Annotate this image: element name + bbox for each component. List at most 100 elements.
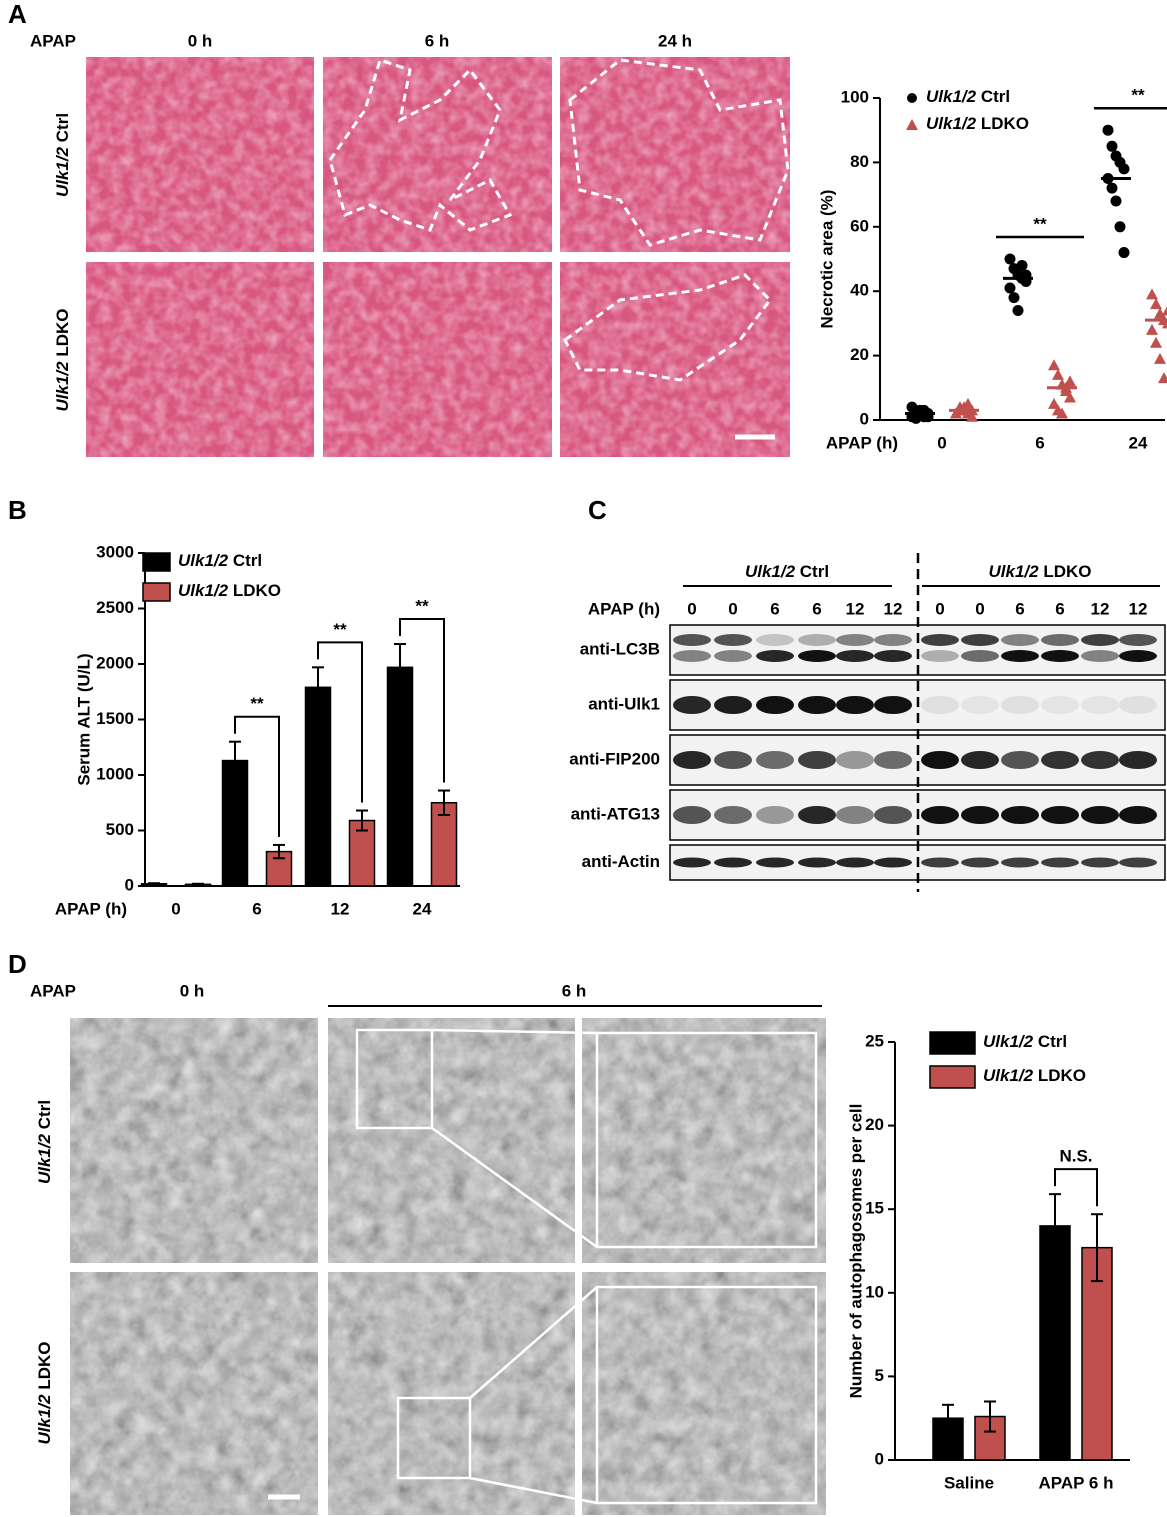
treatment-label: APAP [30,981,76,1000]
time-label: 0 h [180,981,205,1000]
data-point [1052,368,1064,380]
lane-label: 0 [975,599,984,618]
band [874,751,912,769]
band [836,696,874,714]
band [798,634,836,646]
zoom-box [396,1396,472,1480]
band [921,857,959,868]
band [1081,857,1119,868]
data-point [1048,397,1060,409]
error-bar [312,666,324,709]
time-label: 24 h [658,31,692,50]
legend-swatch [929,1031,976,1055]
error-bar [984,1400,996,1433]
band [673,857,711,868]
significance-bracket [234,715,280,837]
band [961,650,999,662]
band [756,857,794,868]
treatment-label: APAP [30,31,76,50]
band [836,806,874,824]
data-point [1150,336,1162,348]
band [756,696,794,714]
row-label: Ulk1/2 LDKO [35,1342,54,1445]
band [921,634,959,646]
data-point [1106,182,1118,194]
lane-label: 12 [1091,599,1110,618]
x-tick-label: 0 [937,433,946,452]
band [1119,696,1157,714]
legend-label: Ulk1/2 LDKO [983,1066,1086,1085]
data-point [1150,298,1162,310]
legend-swatch [929,1065,976,1089]
histology-images [86,57,790,457]
x-tick-label: 24 [413,899,432,918]
significance-label: N.S. [1059,1147,1092,1166]
group-label: Ulk1/2 Ctrl [745,562,829,581]
band [1081,634,1119,646]
panel-label: A [8,0,27,29]
x-tick-label: 12 [331,899,350,918]
band [961,696,999,714]
lane-label: 6 [1055,599,1064,618]
error-bar [1049,1193,1061,1259]
band [714,634,752,646]
y-tick-label: 100 [841,87,869,106]
x-tick-label: Saline [944,1473,994,1492]
lane-label: 6 [770,599,779,618]
y-tick-label: 1000 [96,764,134,783]
panel-label: D [8,949,27,979]
data-point [906,401,918,413]
x-axis-label: APAP (h) [826,433,898,452]
x-tick-label: 6 [252,899,261,918]
band [1041,650,1079,662]
data-point [1064,391,1076,403]
em-texture [70,1018,318,1263]
legend-label: Ulk1/2 Ctrl [178,551,262,570]
band [1119,751,1157,769]
x-tick-label: 0 [171,899,180,918]
band [874,806,912,824]
data-point [1118,163,1130,175]
band [1001,857,1039,868]
y-tick-label: 10 [865,1282,884,1301]
band [673,806,711,824]
antibody-label: anti-Ulk1 [588,694,660,713]
band [756,751,794,769]
legend-swatch [142,582,171,602]
band [836,650,874,662]
necrotic-outline [328,58,513,232]
y-tick-label: 0 [860,409,869,428]
data-point [1056,407,1068,419]
band [798,857,836,868]
bar [304,686,332,887]
bar [1081,1246,1113,1461]
significance-label: ** [1131,86,1145,105]
band [874,634,912,646]
band [756,634,794,646]
inset-box [595,1285,818,1505]
row-label: Ulk1/2 Ctrl [35,1100,54,1184]
band [836,857,874,868]
em-texture [70,1272,318,1515]
x-tick-label: APAP 6 h [1039,1473,1114,1492]
y-tick-label: 20 [865,1115,884,1134]
data-point [1162,306,1167,316]
em-texture [582,1018,826,1263]
band [1001,696,1039,714]
band [1041,634,1079,646]
band [836,751,874,769]
y-axis-label: Number of autophagosomes per cell [846,1104,865,1399]
y-axis-label: Necrotic area (%) [817,190,836,329]
band [798,696,836,714]
lane-label: 6 [1015,599,1024,618]
group-label: Ulk1/2 LDKO [989,562,1092,581]
data-point [1012,305,1024,317]
y-tick-label: 0 [125,875,134,894]
histology-texture [86,262,314,457]
antibody-label: anti-FIP200 [569,749,660,768]
band [961,634,999,646]
error-bar [1091,1213,1103,1283]
data-point [1064,375,1076,387]
y-tick-label: 2000 [96,653,134,672]
